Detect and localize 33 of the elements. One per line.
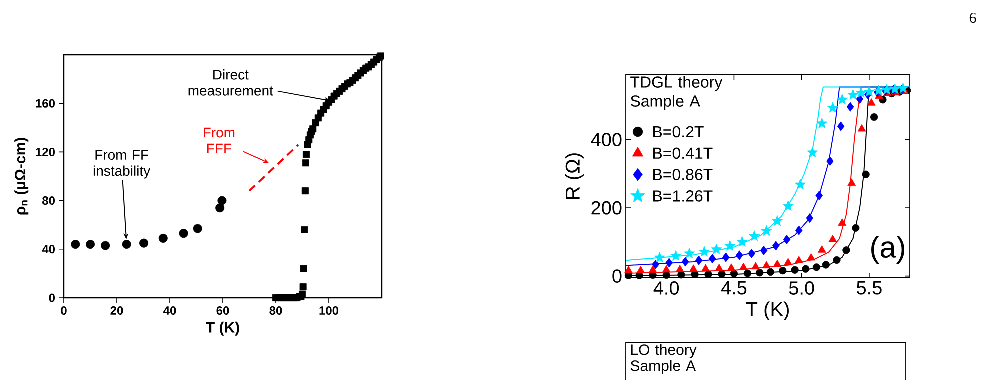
legend-title: LO theory Sample A: [630, 344, 697, 374]
text: 6: [970, 12, 976, 24]
y-tick-label: 80: [42, 196, 55, 206]
x-tick-label: 5.0: [789, 282, 814, 295]
annotation: Direct measurement: [188, 70, 274, 96]
annotation: From FF instability: [94, 150, 151, 179]
x-axis-title: T (K): [746, 302, 789, 320]
x-tick-label: 5.5: [857, 282, 882, 295]
x-tick-label: 0: [61, 306, 67, 316]
x-tick-label: 4.5: [721, 282, 747, 295]
y-tick-label: 400: [591, 133, 622, 147]
y-tick-label: 160: [36, 99, 55, 108]
y-tick-label: 40: [42, 245, 55, 254]
legend-label: B=1.26T: [654, 190, 713, 202]
legend-label: B=0.41T: [654, 148, 713, 160]
x-axis-title: T (K): [206, 322, 240, 336]
y-tick-label: 120: [36, 148, 55, 156]
x-tick-label: 4.0: [654, 282, 680, 295]
x-tick-label: 20: [110, 306, 124, 316]
y-axis-title: ρ$_{n}$ (μΩ-cm): [14, 138, 29, 215]
legend-label: B=0.2T: [654, 126, 704, 138]
y-tick-label: 200: [592, 201, 622, 215]
legend-title: TDGL theory Sample A: [630, 76, 723, 110]
legend-label: B=0.86T: [654, 169, 713, 180]
x-tick-label: 100: [320, 306, 339, 316]
y-tick-label: 0: [49, 294, 55, 302]
x-tick-label: 40: [164, 306, 176, 316]
x-tick-label: 60: [216, 306, 230, 316]
y-tick-label: 0: [612, 270, 622, 284]
annotation: From FFF: [204, 128, 235, 154]
y-axis-title: R (Ω): [565, 154, 584, 199]
annotation: (a): [872, 236, 904, 264]
x-tick-label: 80: [270, 306, 282, 316]
